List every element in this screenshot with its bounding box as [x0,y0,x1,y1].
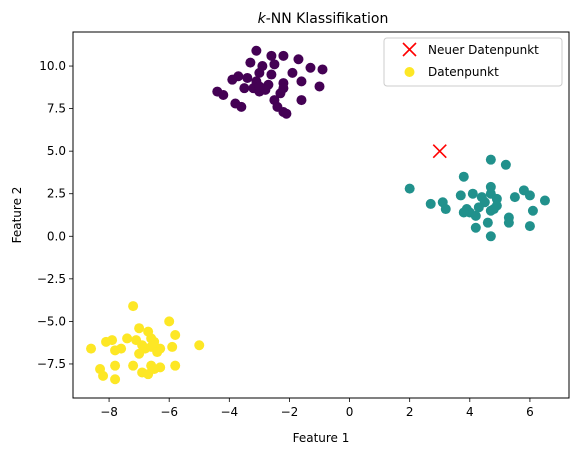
data-point-class-2-29 [110,374,121,385]
data-point-class-0-10 [242,72,253,83]
plot-frame [72,31,570,399]
data-point-class-2-2 [134,323,145,334]
data-point-class-2-13 [86,343,97,354]
new-point-layer [432,144,447,159]
data-point-class-1-28 [503,217,514,228]
legend-x-marker-icon [402,42,417,57]
data-point-class-1-20 [473,202,484,213]
data-point-class-0-34 [281,108,292,119]
data-point-class-1-32 [488,204,499,215]
data-point-class-0-2 [278,50,289,61]
data-point-class-1-10 [509,192,520,203]
data-point-class-0-8 [317,64,328,75]
legend: Neuer Datenpunkt Datenpunkt [383,37,563,87]
y-tick-label: −2.5 [37,272,66,286]
y-tick-label: 2.5 [47,187,66,201]
data-point-class-1-29 [470,222,481,233]
data-point-class-0-31 [296,95,307,106]
data-point-class-0-18 [239,83,250,94]
data-point-class-2-19 [194,340,205,351]
data-point-class-0-12 [266,69,277,80]
legend-label-new-point: Neuer Datenpunkt [428,43,539,57]
data-point-class-1-13 [425,198,436,209]
data-point-class-2-24 [128,360,139,371]
data-point-class-2-15 [116,343,127,354]
data-point-class-0-1 [266,50,277,61]
data-point-class-0-6 [269,59,280,70]
data-point-class-2-9 [107,335,118,346]
data-point-class-0-23 [314,81,325,92]
data-point-class-0-29 [236,101,247,112]
data-point-class-0-4 [245,57,256,68]
data-point-class-2-21 [152,347,163,358]
data-point-class-1-22 [527,205,538,216]
data-point-class-2-32 [149,364,160,375]
data-point-class-1-2 [458,171,469,182]
data-point-class-0-3 [293,54,304,65]
y-tick-label: 7.5 [47,102,66,116]
data-point-class-2-5 [122,333,133,344]
data-point-class-0-7 [305,62,316,73]
legend-label-datapoint: Datenpunkt [428,65,499,79]
data-point-class-2-23 [110,360,121,371]
data-point-class-1-30 [524,221,535,232]
data-point-class-2-4 [170,330,181,341]
data-point-class-1-31 [485,231,496,242]
chart-title: k-NN Klassifikation [258,11,389,27]
legend-box [383,37,563,87]
x-tick-label: 4 [466,405,474,419]
data-point-class-0-17 [296,76,307,87]
data-point-class-0-27 [275,88,286,99]
data-point-class-1-11 [524,190,535,201]
data-point-class-2-0 [128,301,139,312]
data-point-class-0-14 [227,74,238,85]
data-point-class-0-25 [218,89,229,100]
data-point-class-0-13 [287,67,298,78]
plot-points [86,45,550,385]
y-tick-label: −7.5 [37,357,66,371]
data-point-class-1-1 [500,159,511,170]
y-tick-label: 5.0 [47,144,66,158]
x-tick-label: 0 [346,405,354,419]
x-axis-label: Feature 1 [293,431,350,445]
data-point-class-2-20 [134,348,145,359]
data-point-class-0-11 [254,67,265,78]
data-point-class-1-12 [539,195,550,206]
y-tick-label: 0.0 [47,229,66,243]
x-tick-label: −2 [281,405,299,419]
data-point-class-1-27 [482,217,493,228]
data-point-class-1-8 [455,190,466,201]
x-tick-label: 6 [526,405,534,419]
data-point-class-2-26 [170,360,181,371]
data-point-class-1-0 [485,154,496,165]
data-point-class-1-18 [440,204,451,215]
x-axis-ticks: −8 −6 −4 −2 0 2 4 6 [100,398,534,419]
data-point-class-1-6 [467,188,478,199]
data-point-class-2-18 [167,341,178,352]
y-tick-label: 10.0 [39,59,66,73]
x-tick-label: −6 [160,405,178,419]
data-point-class-2-1 [164,316,175,327]
x-tick-label: −8 [100,405,118,419]
x-tick-label: 2 [406,405,414,419]
y-axis-label: Feature 2 [10,187,24,244]
new-data-point-x-marker [432,144,447,159]
data-point-class-1-24 [458,207,469,218]
data-point-class-1-3 [404,183,415,194]
legend-circle-marker-icon [404,67,415,77]
y-tick-label: −5.0 [37,314,66,328]
data-point-class-1-25 [470,210,481,221]
data-point-class-0-0 [251,45,262,56]
y-axis-ticks: −7.5 −5.0 −2.5 0.0 2.5 5.0 7.5 10.0 [37,59,73,371]
data-point-class-0-35 [254,81,265,92]
x-tick-label: −4 [220,405,238,419]
data-point-class-2-28 [98,370,109,381]
